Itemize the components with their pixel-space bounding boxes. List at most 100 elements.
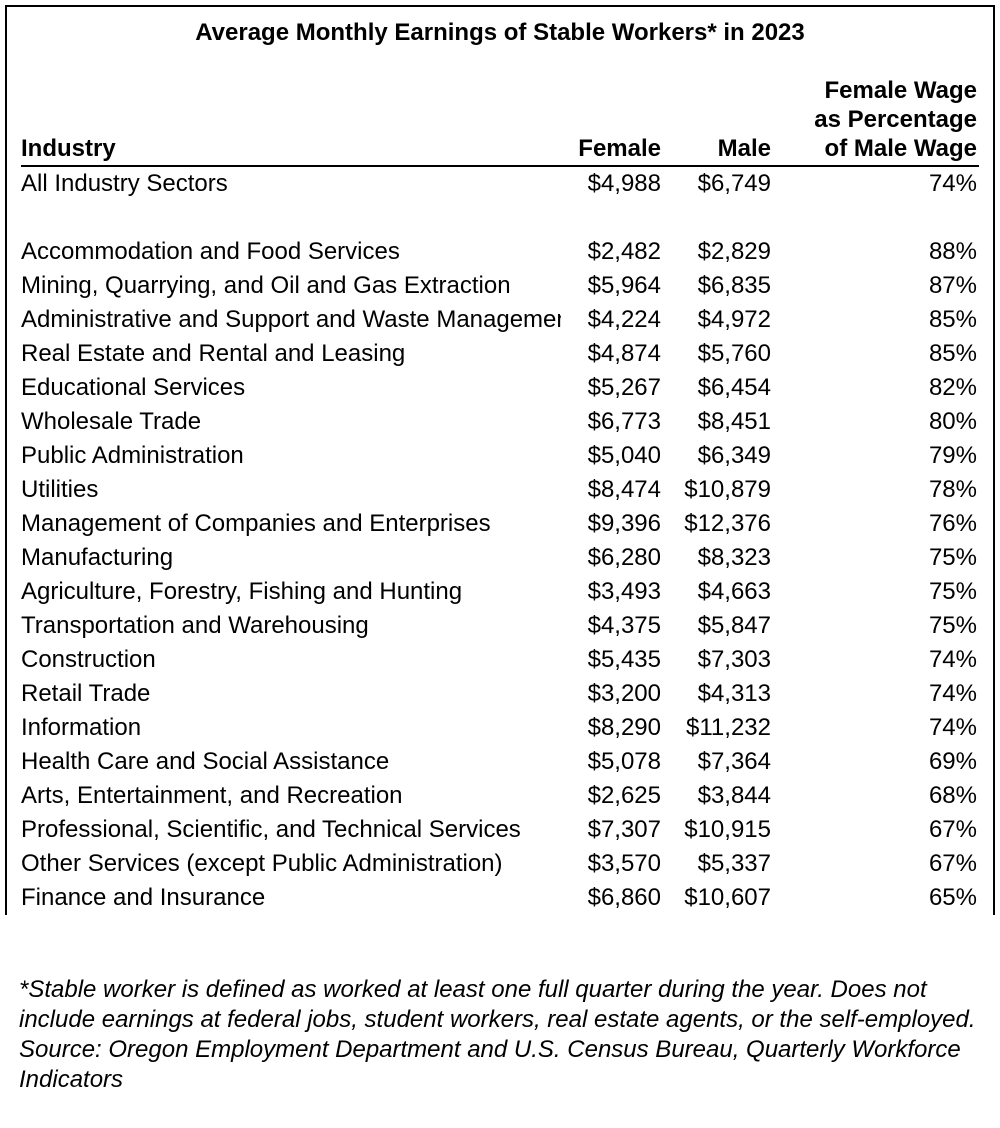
table-row: Retail Trade$3,200$4,31374%	[21, 677, 979, 711]
table-row: Arts, Entertainment, and Recreation$2,62…	[21, 779, 979, 813]
footnote: *Stable worker is defined as worked at l…	[5, 915, 995, 1095]
cell-female: $4,988	[561, 170, 671, 198]
cell-industry: Information	[21, 714, 561, 742]
cell-female: $8,290	[561, 714, 671, 742]
table-title: Average Monthly Earnings of Stable Worke…	[21, 17, 979, 77]
table-row: Other Services (except Public Administra…	[21, 847, 979, 881]
header-pct-line3: of Male Wage	[781, 135, 977, 164]
cell-male: $8,323	[671, 544, 781, 572]
cell-industry: Educational Services	[21, 374, 561, 402]
table-row: Manufacturing$6,280$8,32375%	[21, 541, 979, 575]
cell-male: $4,663	[671, 578, 781, 606]
cell-female: $5,267	[561, 374, 671, 402]
table-row: Accommodation and Food Services$2,482$2,…	[21, 235, 979, 269]
cell-pct: 69%	[781, 748, 979, 776]
cell-female: $5,078	[561, 748, 671, 776]
cell-industry: Arts, Entertainment, and Recreation	[21, 782, 561, 810]
cell-female: $7,307	[561, 816, 671, 844]
table-header-row: Industry Female Male Female Wage as Perc…	[21, 77, 979, 167]
table-row: Transportation and Warehousing$4,375$5,8…	[21, 609, 979, 643]
cell-pct: 78%	[781, 476, 979, 504]
header-male: Male	[671, 135, 781, 163]
header-pct: Female Wage as Percentage of Male Wage	[781, 77, 979, 163]
cell-male: $7,364	[671, 748, 781, 776]
table-row: Construction$5,435$7,30374%	[21, 643, 979, 677]
cell-industry: Health Care and Social Assistance	[21, 748, 561, 776]
cell-male: $5,337	[671, 850, 781, 878]
cell-pct: 67%	[781, 816, 979, 844]
cell-male: $6,349	[671, 442, 781, 470]
cell-female: $3,493	[561, 578, 671, 606]
table-row: Administrative and Support and Waste Man…	[21, 303, 979, 337]
table-row: Finance and Insurance$6,860$10,60765%	[21, 881, 979, 915]
cell-pct: 74%	[781, 680, 979, 708]
cell-male: $5,847	[671, 612, 781, 640]
cell-industry: Mining, Quarrying, and Oil and Gas Extra…	[21, 272, 561, 300]
table-row: Agriculture, Forestry, Fishing and Hunti…	[21, 575, 979, 609]
cell-male: $6,454	[671, 374, 781, 402]
cell-pct: 74%	[781, 714, 979, 742]
cell-pct: 67%	[781, 850, 979, 878]
cell-male: $6,835	[671, 272, 781, 300]
cell-pct: 85%	[781, 340, 979, 368]
cell-pct: 75%	[781, 544, 979, 572]
cell-female: $2,625	[561, 782, 671, 810]
cell-female: $6,280	[561, 544, 671, 572]
cell-pct: 76%	[781, 510, 979, 538]
cell-female: $9,396	[561, 510, 671, 538]
cell-pct: 87%	[781, 272, 979, 300]
header-pct-line1: Female Wage	[781, 77, 977, 106]
cell-industry: Manufacturing	[21, 544, 561, 572]
table-row: Educational Services$5,267$6,45482%	[21, 371, 979, 405]
cell-female: $6,773	[561, 408, 671, 436]
cell-male: $8,451	[671, 408, 781, 436]
cell-pct: 68%	[781, 782, 979, 810]
footnote-source: Source: Oregon Employment Department and…	[19, 1036, 961, 1093]
cell-industry: Public Administration	[21, 442, 561, 470]
cell-pct: 75%	[781, 612, 979, 640]
cell-female: $4,375	[561, 612, 671, 640]
table-row: Professional, Scientific, and Technical …	[21, 813, 979, 847]
rows-container: Accommodation and Food Services$2,482$2,…	[21, 235, 979, 915]
cell-industry: Other Services (except Public Administra…	[21, 850, 561, 878]
table-row: Information$8,290$11,23274%	[21, 711, 979, 745]
cell-male: $10,607	[671, 884, 781, 912]
cell-industry: Agriculture, Forestry, Fishing and Hunti…	[21, 578, 561, 606]
cell-male: $10,879	[671, 476, 781, 504]
cell-pct: 85%	[781, 306, 979, 334]
cell-female: $2,482	[561, 238, 671, 266]
cell-female: $6,860	[561, 884, 671, 912]
cell-female: $3,200	[561, 680, 671, 708]
cell-industry: Administrative and Support and Waste Man…	[21, 306, 561, 334]
cell-industry: Wholesale Trade	[21, 408, 561, 436]
cell-industry: Real Estate and Rental and Leasing	[21, 340, 561, 368]
cell-industry: Transportation and Warehousing	[21, 612, 561, 640]
header-industry: Industry	[21, 135, 561, 163]
header-female: Female	[561, 135, 671, 163]
cell-female: $4,874	[561, 340, 671, 368]
cell-industry: Finance and Insurance	[21, 884, 561, 912]
cell-industry: Management of Companies and Enterprises	[21, 510, 561, 538]
cell-pct: 80%	[781, 408, 979, 436]
header-pct-line2: as Percentage	[781, 106, 977, 135]
cell-pct: 82%	[781, 374, 979, 402]
cell-male: $4,313	[671, 680, 781, 708]
cell-male: $5,760	[671, 340, 781, 368]
cell-industry: Retail Trade	[21, 680, 561, 708]
cell-industry: Construction	[21, 646, 561, 674]
cell-female: $4,224	[561, 306, 671, 334]
cell-male: $3,844	[671, 782, 781, 810]
cell-male: $12,376	[671, 510, 781, 538]
cell-female: $5,964	[561, 272, 671, 300]
table-row: Management of Companies and Enterprises$…	[21, 507, 979, 541]
spacer-row	[21, 201, 979, 235]
table-row: Wholesale Trade$6,773$8,45180%	[21, 405, 979, 439]
cell-pct: 75%	[781, 578, 979, 606]
cell-female: $8,474	[561, 476, 671, 504]
cell-female: $3,570	[561, 850, 671, 878]
cell-male: $6,749	[671, 170, 781, 198]
table-row: Mining, Quarrying, and Oil and Gas Extra…	[21, 269, 979, 303]
table-row: Real Estate and Rental and Leasing$4,874…	[21, 337, 979, 371]
cell-pct: 74%	[781, 170, 979, 198]
cell-male: $7,303	[671, 646, 781, 674]
